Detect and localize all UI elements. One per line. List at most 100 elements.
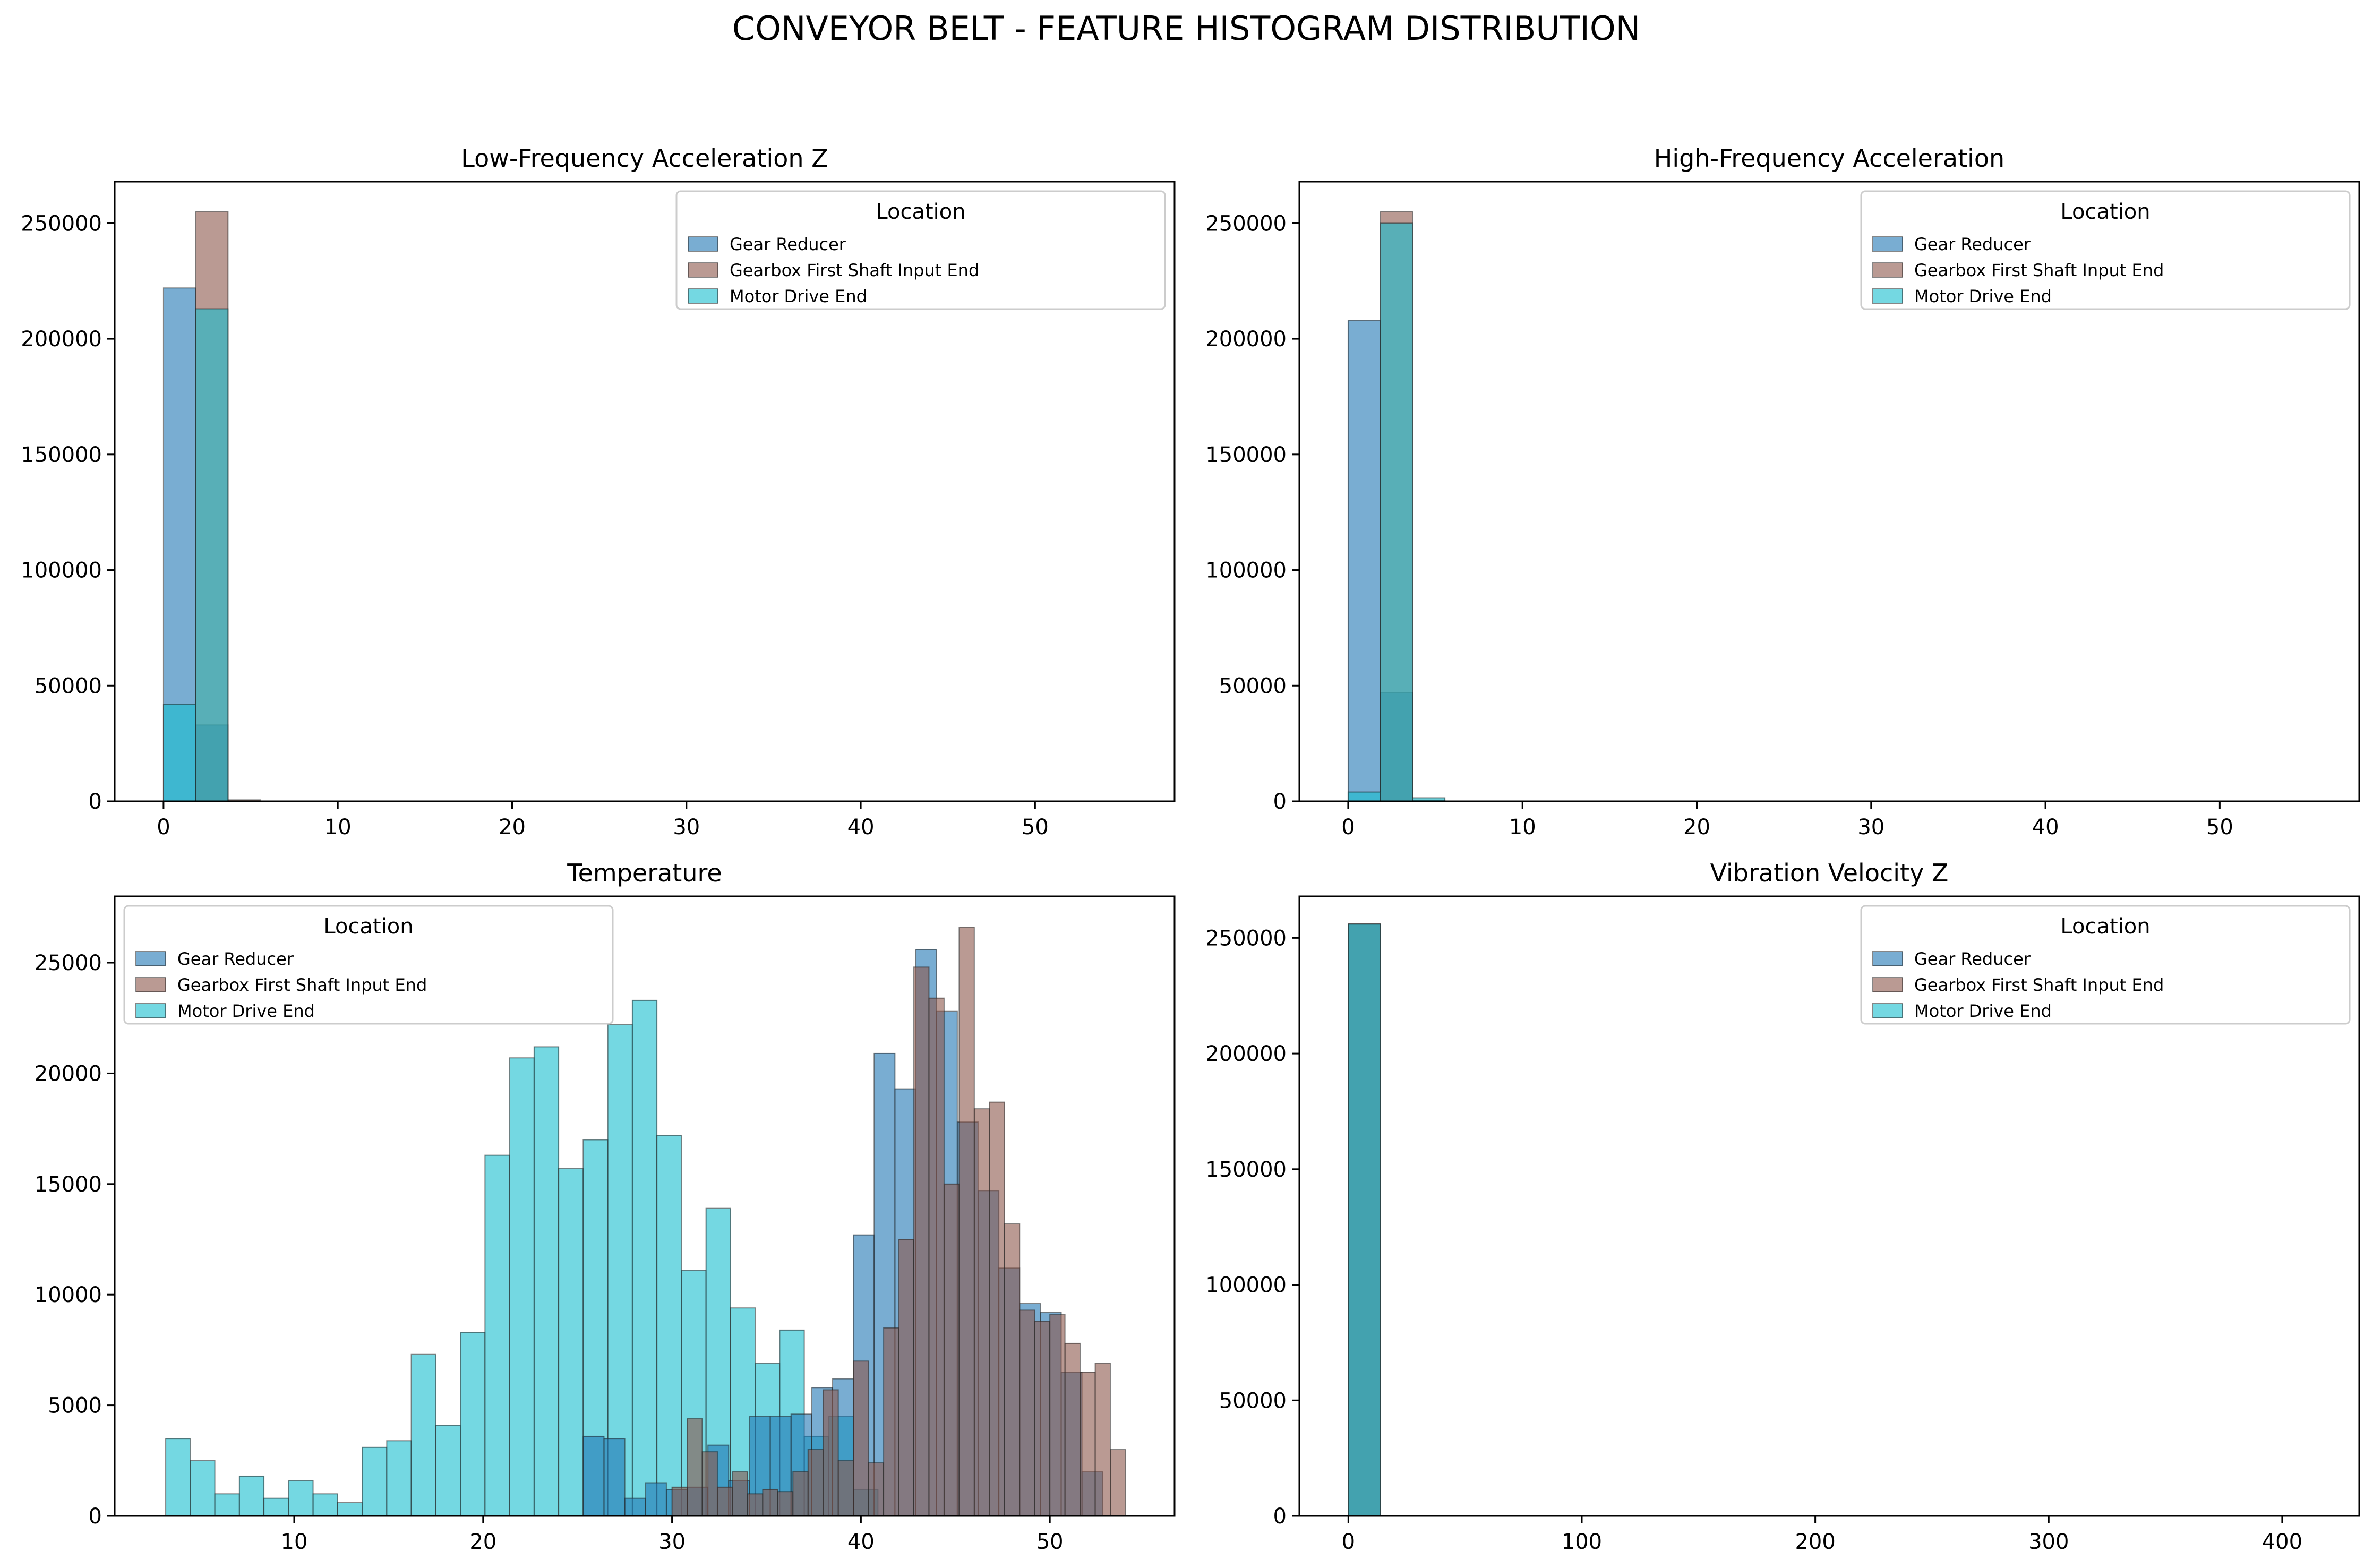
legend: Location Gear Reducer Gearbox First Shaft …	[675, 190, 1166, 310]
y-tick-label: 250000	[21, 211, 102, 236]
y-tick-label: 150000	[1205, 443, 1287, 467]
histogram-bar	[716, 1486, 733, 1517]
legend-swatch	[135, 1003, 166, 1018]
y-tick-label: 100000	[21, 559, 102, 583]
axes-frame	[1298, 181, 2360, 802]
histogram-bar	[1380, 222, 1413, 802]
legend-swatch	[688, 236, 718, 252]
legend-swatch	[688, 262, 718, 278]
histogram-bar	[1347, 791, 1381, 802]
chart-low-frequency-acceleration-z: Low-Frequency Acceleration Z0 10 20 30 40 500…	[21, 144, 1176, 839]
chart-temperature: Temperature 10 20 30 40 50 0 5000 10000 15000 2000…	[35, 859, 1176, 1554]
histogram-bar	[460, 1332, 486, 1516]
histogram-bar	[582, 1435, 605, 1516]
histogram-bar	[603, 1438, 626, 1516]
legend-label: Gearbox First Shaft Input End	[1914, 260, 2164, 280]
legend-swatch	[1872, 288, 1903, 304]
x-tick-label: 10	[1509, 815, 1536, 839]
histogram-bar	[823, 1389, 839, 1516]
y-tick-label: 150000	[21, 443, 102, 467]
y-tick-label: 0	[1273, 1504, 1287, 1529]
legend-label: Gearbox First Shaft Input End	[730, 260, 979, 280]
histogram-bar	[288, 1480, 314, 1516]
histogram-bar	[195, 308, 229, 802]
histogram-bar	[687, 1418, 703, 1516]
legend-swatch	[1872, 262, 1903, 278]
x-tick-label: 10	[324, 815, 352, 839]
histogram-bar	[509, 1057, 535, 1516]
legend-box	[675, 190, 1166, 310]
histogram-bar	[837, 1460, 854, 1516]
histogram-bar	[943, 1183, 960, 1517]
histogram-bar	[263, 1497, 289, 1517]
histogram-bar	[747, 1493, 764, 1517]
histogram-bar	[238, 1475, 265, 1516]
histogram-bar	[435, 1425, 461, 1517]
y-tick-label: 100000	[1205, 559, 1287, 583]
chart-high-frequency-acceleration: High-Frequency Acceleration 0 10 20 30 40 50 0 5…	[1205, 144, 2360, 839]
histogram-bar	[807, 1449, 824, 1517]
x-tick-label: 20	[469, 1530, 496, 1554]
histogram-bar	[645, 1482, 667, 1517]
histogram-bar	[1004, 1223, 1021, 1516]
axes-frame	[114, 181, 1176, 802]
legend-box	[1860, 905, 2351, 1025]
series-motor-drive-end	[1347, 222, 1446, 802]
x-tick-label: 30	[1857, 815, 1884, 839]
histogram-bar	[762, 1488, 778, 1516]
histogram-bar	[989, 1101, 1005, 1516]
legend-label: Gear Reducer	[730, 234, 846, 254]
x-tick-label: 10	[281, 1530, 308, 1554]
y-tick-label: 100000	[1205, 1273, 1287, 1298]
y-tick-label: 50000	[35, 674, 102, 698]
histogram-bar	[883, 1327, 899, 1517]
histogram-bar	[312, 1493, 338, 1517]
series-gearbox-first-shaft-input-end	[671, 927, 1126, 1517]
histogram-bar	[898, 1239, 915, 1516]
histogram-bar	[958, 927, 975, 1516]
histogram-bar	[484, 1154, 510, 1517]
histogram-bar	[162, 704, 196, 802]
histogram-bar	[607, 1024, 633, 1516]
histogram-bar	[732, 1471, 748, 1516]
histogram-bar	[631, 999, 658, 1516]
x-tick-label: 0	[1341, 815, 1355, 839]
legend-label: Gearbox First Shaft Input End	[1914, 975, 2164, 995]
legend-label: Gear Reducer	[1914, 234, 2031, 254]
y-tick-label: 250000	[1205, 211, 1287, 236]
legend-swatch	[1872, 951, 1903, 966]
charts-container: Low-Frequency Acceleration Z0 10 20 30 40 500…	[21, 144, 2360, 1554]
y-tick-label: 0	[89, 1504, 102, 1529]
x-tick-label: 20	[1683, 815, 1710, 839]
legend-swatch	[135, 951, 166, 966]
legend-swatch	[1872, 236, 1903, 252]
y-tick-label: 10000	[35, 1283, 102, 1307]
legend-box	[123, 905, 614, 1025]
axes-frame	[114, 895, 1176, 1517]
x-tick-label: 50	[1036, 1530, 1064, 1554]
histogram-bar	[410, 1353, 436, 1516]
histogram-bar	[558, 1168, 584, 1517]
histogram-bar	[1019, 1309, 1035, 1517]
legend-label: Motor Drive End	[177, 1001, 315, 1021]
legend: Location Gear Reducer Gearbox First Shaft …	[1860, 905, 2351, 1025]
y-tick-label: 250000	[1205, 926, 1287, 950]
legend-title: Location	[2060, 200, 2150, 224]
chart-title: Low-Frequency Acceleration Z	[461, 144, 828, 173]
histogram-bar	[671, 1486, 688, 1517]
y-tick-label: 20000	[35, 1061, 102, 1086]
x-tick-label: 40	[847, 815, 875, 839]
legend-label: Motor Drive End	[1914, 286, 2052, 306]
x-tick-label: 400	[2262, 1530, 2302, 1554]
legend-label: Motor Drive End	[730, 286, 867, 306]
histogram-bar	[190, 1460, 216, 1516]
chart-title: High-Frequency Acceleration	[1654, 144, 2004, 173]
legend-swatch	[135, 977, 166, 992]
y-tick-label: 15000	[35, 1172, 102, 1197]
histogram-bar	[362, 1446, 388, 1516]
y-tick-label: 200000	[21, 327, 102, 352]
series-motor-drive-end	[1348, 923, 1381, 1516]
y-tick-label: 5000	[48, 1394, 102, 1418]
y-tick-label: 0	[1273, 790, 1287, 814]
y-tick-label: 25000	[35, 951, 102, 975]
